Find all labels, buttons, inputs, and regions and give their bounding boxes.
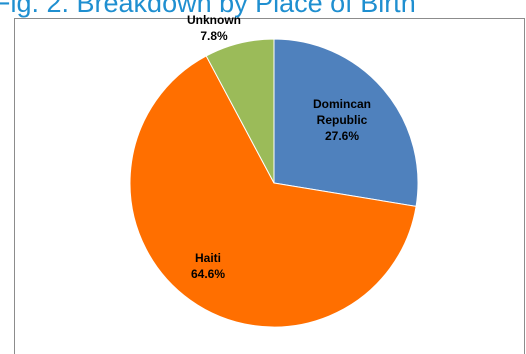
data-label-line: 64.6% — [191, 267, 225, 281]
data-label-line: Domincan — [313, 97, 371, 111]
data-label-haiti: Haiti 64.6% — [191, 251, 225, 281]
data-label-line: Haiti — [195, 251, 221, 265]
data-label-line: Unknown — [187, 13, 241, 27]
pie-slice-haiti — [129, 55, 417, 328]
data-label-domincan-republic: Domincan Republic 27.6% — [313, 97, 371, 143]
data-label-line: 7.8% — [200, 29, 228, 43]
data-label-line: Republic — [317, 113, 368, 127]
data-label-line: 27.6% — [325, 129, 359, 143]
pie-slice-unknown — [205, 38, 275, 184]
pie-slice-domincan-republic — [273, 38, 419, 207]
chart-title: Fig. 2. Breakdown by Place of Birth — [0, 0, 416, 18]
data-label-unknown: Unknown 7.8% — [187, 13, 241, 43]
